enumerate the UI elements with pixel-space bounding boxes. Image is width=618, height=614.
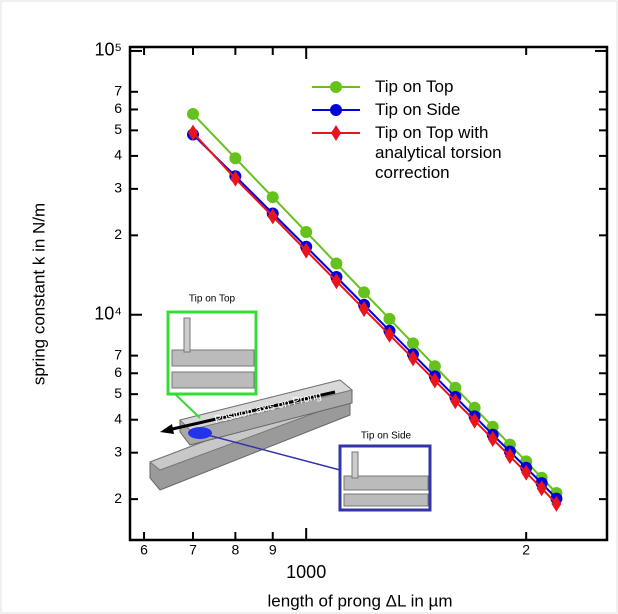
y-tick-label: 5 — [114, 121, 122, 137]
legend-label: Tip on Top — [375, 77, 454, 96]
data-point — [230, 170, 241, 187]
data-point — [521, 464, 532, 481]
y-tick-label: 2 — [114, 490, 122, 506]
legend-marker — [330, 104, 342, 116]
x-axis-label: length of prong ΔL in µm — [268, 591, 453, 610]
y-tick-label: 6 — [114, 100, 122, 116]
data-point — [551, 495, 562, 512]
data-point — [331, 273, 342, 290]
data-point — [469, 412, 480, 429]
y-tick-label: 2 — [114, 226, 122, 242]
legend-label: Tip on Side — [375, 100, 461, 119]
series-line — [192, 113, 558, 494]
x-tick-label: 1000 — [286, 562, 326, 582]
series-line — [192, 133, 558, 500]
legend-marker — [331, 125, 341, 141]
data-point — [407, 350, 418, 367]
x-tick-label: 8 — [231, 542, 239, 558]
y-tick-label: 6 — [114, 364, 122, 380]
x-tick-label: 6 — [140, 542, 148, 558]
prong-illustration — [149, 310, 432, 512]
data-point — [383, 312, 396, 325]
annotation: Tip on Side — [361, 431, 412, 442]
y-tick-label: 10⁴ — [94, 303, 122, 323]
x-tick-label: 2 — [522, 542, 530, 558]
data-point — [229, 152, 242, 165]
data-point — [301, 242, 312, 259]
legend-label: Tip on Top with analytical torsion corre… — [375, 123, 502, 182]
data-point — [406, 337, 419, 350]
data-point — [536, 480, 547, 497]
data-point — [429, 372, 440, 389]
data-point — [186, 107, 199, 120]
y-tick-label: 4 — [114, 410, 122, 426]
y-tick-label: 7 — [114, 346, 122, 362]
x-tick-label: 7 — [189, 542, 197, 558]
legend-marker — [330, 81, 342, 93]
annotation: Tip on Top — [189, 294, 236, 305]
y-tick-label: 10⁵ — [95, 40, 122, 60]
data-point — [267, 208, 278, 225]
data-point — [428, 360, 441, 373]
y-tick-label: 3 — [114, 443, 122, 459]
data-point — [504, 448, 515, 465]
y-tick-label: 3 — [114, 180, 122, 196]
data-point — [449, 381, 462, 394]
data-point — [468, 401, 481, 414]
data-point — [359, 301, 370, 318]
data-point — [330, 257, 343, 270]
data-point — [358, 286, 371, 299]
data-point — [487, 431, 498, 448]
data-point — [187, 124, 198, 141]
x-tick-label: 9 — [269, 542, 277, 558]
plot-frame — [128, 45, 609, 542]
data-point — [266, 191, 279, 204]
y-tick-label: 5 — [114, 385, 122, 401]
data-point — [450, 393, 461, 410]
data-point — [300, 225, 313, 238]
y-axis-label: spring constant k in N/m — [29, 203, 48, 385]
data-point — [384, 326, 395, 343]
series-line — [192, 131, 558, 505]
y-tick-label: 7 — [114, 83, 122, 99]
y-tick-label: 4 — [114, 147, 122, 163]
